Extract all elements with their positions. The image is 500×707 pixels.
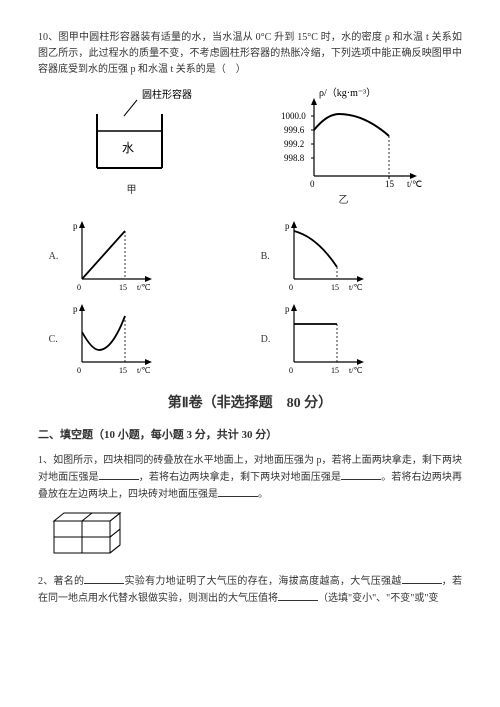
density-chart-svg: ρ/（kg·m⁻³） 1000.0 999.6 999.2 998.8 0 15…	[259, 86, 429, 191]
fill-q1: 1、如图所示，四块相同的砖叠放在水平地面上，对地面压强为 p，若将上面两块拿走，…	[38, 453, 462, 503]
svg-text:15: 15	[119, 366, 127, 375]
label-a: A.	[49, 249, 67, 265]
ytick-9996: 999.6	[284, 125, 305, 135]
blank-2a[interactable]	[84, 573, 124, 584]
svg-text:t/℃: t/℃	[349, 366, 362, 375]
ytick-9988: 998.8	[284, 153, 305, 163]
pointer-line	[124, 100, 137, 116]
svg-text:0: 0	[77, 283, 81, 292]
chart-c: p 0 15 t/℃	[67, 302, 157, 377]
fill-q2: 2、著名的实验有力地证明了大气压的存在，海拔高度越高，大气压强越，若在同一地点用…	[38, 573, 462, 607]
blank-2c[interactable]	[278, 590, 318, 601]
blank-1a[interactable]	[99, 469, 139, 480]
q10-text: 10、图甲中圆柱形容器装有适量的水，当水温从 0°C 升到 15°C 时，水的密…	[38, 30, 462, 78]
caption-yi: 乙	[339, 193, 349, 209]
svg-text:15: 15	[331, 283, 339, 292]
figure-yi: ρ/（kg·m⁻³） 1000.0 999.6 999.2 998.8 0 15…	[259, 86, 429, 209]
bricks-figure	[50, 509, 462, 563]
options-grid: A. p 0 15 t/℃ B. p 0 15 t/℃	[38, 215, 462, 381]
blank-1b[interactable]	[341, 469, 381, 480]
xtick-0: 0	[310, 179, 315, 189]
section2-sub: 二、填空题（10 小题，每小题 3 分，共计 30 分）	[38, 427, 462, 445]
section2-title: 第Ⅱ卷（非选择题 80 分）	[38, 393, 462, 415]
svg-text:p: p	[73, 221, 78, 231]
y-arrow	[311, 98, 317, 105]
blank-1c[interactable]	[218, 486, 258, 497]
chart-a: p 0 15 t/℃	[67, 219, 157, 294]
fq1-t2: ，若将右边两块拿走，剩下两块对地面压强是	[139, 472, 341, 483]
fq1-t4: 。	[258, 489, 268, 500]
chart-d: p 0 15 t/℃	[279, 302, 369, 377]
label-c: C.	[49, 332, 67, 348]
svg-text:t/℃: t/℃	[349, 283, 362, 292]
q10-figures: 圆柱形容器 水 甲 ρ/（kg·m⁻³） 1000.0 999.6 999.2	[38, 86, 462, 209]
cylinder-svg: 圆柱形容器 水	[72, 86, 192, 181]
bricks-svg	[50, 509, 130, 557]
option-b: B. p 0 15 t/℃	[261, 219, 452, 294]
fq2-t4: （选填"变小"、"不变"或"变	[318, 593, 438, 604]
svg-text:p: p	[285, 221, 290, 231]
figure-jia: 圆柱形容器 水 甲	[72, 86, 192, 209]
label-b: B.	[261, 249, 279, 265]
fq2-t2: 实验有力地证明了大气压的存在，海拔高度越高，大气压强越	[124, 576, 401, 587]
caption-jia: 甲	[127, 183, 137, 199]
option-a: A. p 0 15 t/℃	[49, 219, 240, 294]
blank-2b[interactable]	[402, 573, 442, 584]
fq2-t1: 2、著名的	[38, 576, 84, 587]
water-label: 水	[122, 141, 134, 155]
svg-text:p: p	[285, 304, 290, 314]
label-d: D.	[261, 332, 279, 348]
option-d: D. p 0 15 t/℃	[261, 302, 452, 377]
cylinder-label: 圆柱形容器	[142, 88, 192, 101]
svg-text:0: 0	[77, 366, 81, 375]
chart-b: p 0 15 t/℃	[279, 219, 369, 294]
svg-text:0: 0	[289, 283, 293, 292]
option-c: C. p 0 15 t/℃	[49, 302, 240, 377]
x-axis-label: t/℃	[407, 179, 422, 189]
ytick-9992: 999.2	[284, 139, 304, 149]
xtick-15: 15	[385, 179, 395, 189]
svg-text:15: 15	[331, 366, 339, 375]
density-curve	[314, 114, 389, 136]
svg-text:t/℃: t/℃	[137, 283, 150, 292]
svg-text:15: 15	[119, 283, 127, 292]
ytick-1000: 1000.0	[281, 111, 306, 121]
rho-axis-label: ρ/（kg·m⁻³）	[319, 87, 376, 99]
svg-text:t/℃: t/℃	[137, 366, 150, 375]
svg-text:p: p	[73, 304, 78, 314]
svg-text:0: 0	[289, 366, 293, 375]
